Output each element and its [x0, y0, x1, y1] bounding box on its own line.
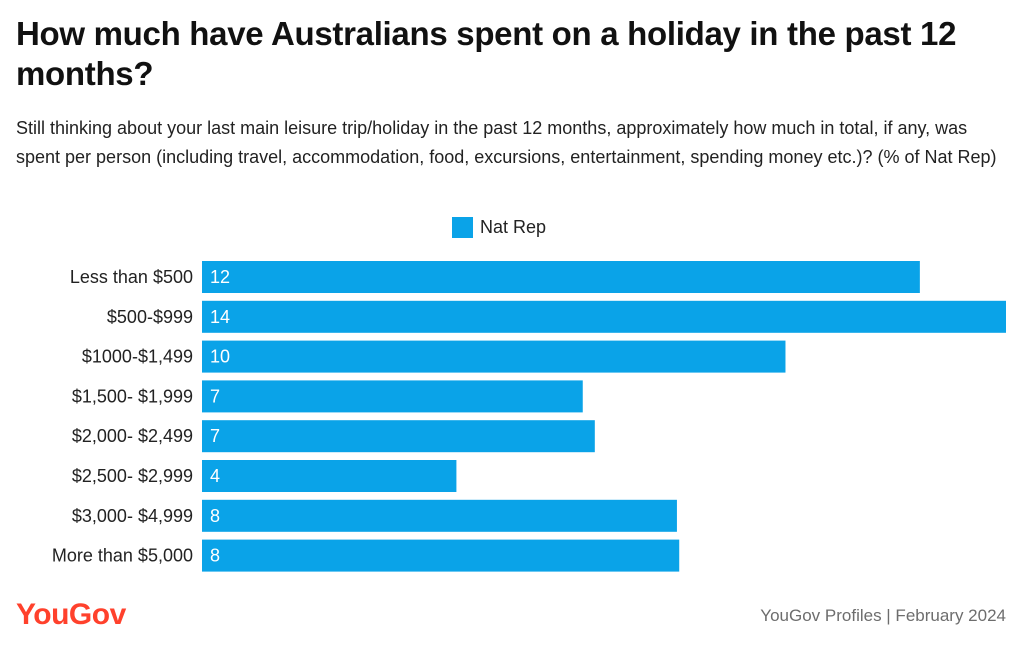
bar-chart: Less than $500 12 $500-$999 14 $1000-$1,499 1…	[52, 261, 1006, 572]
value-label-2-000-2-499: 7	[210, 426, 220, 446]
bar-3-000-4-999	[202, 499, 677, 532]
bar-2-000-2-499	[202, 420, 595, 453]
category-label-1000-1-499: $1000-$1,499	[82, 347, 193, 367]
yougov-logo: YouGov	[16, 598, 126, 631]
value-label-1-500-1-999: 7	[210, 386, 220, 406]
bar-more-than-5-000	[202, 539, 680, 572]
chart-title: How much have Australians spent on a hol…	[16, 15, 957, 92]
bar-1-500-1-999	[202, 380, 583, 413]
category-label-500-999: $500-$999	[107, 307, 193, 327]
value-label-more-than-5-000: 8	[210, 546, 220, 566]
bar-2-500-2-999	[202, 460, 457, 492]
legend: Nat Rep	[452, 214, 546, 240]
value-label-2-500-2-999: 4	[210, 466, 220, 486]
category-label-more-than-5-000: More than $5,000	[52, 546, 193, 566]
value-label-less-than-500: 12	[210, 267, 230, 287]
category-label-less-than-500: Less than $500	[70, 267, 193, 287]
value-label-3-000-4-999: 8	[210, 506, 220, 526]
value-label-1000-1-499: 10	[210, 347, 230, 367]
category-label-2-500-2-999: $2,500- $2,999	[72, 466, 193, 486]
category-label-2-000-2-499: $2,000- $2,499	[72, 426, 193, 446]
legend-swatch-nat-rep	[452, 216, 473, 238]
chart-subtitle: Still thinking about your last main leis…	[16, 118, 997, 167]
bar-less-than-500	[202, 261, 920, 293]
category-label-3-000-4-999: $3,000- $4,999	[72, 506, 193, 526]
bar-1000-1-499	[202, 340, 786, 373]
category-label-1-500-1-999: $1,500- $1,999	[72, 386, 193, 406]
value-label-500-999: 14	[210, 307, 230, 327]
legend-label-nat-rep: Nat Rep	[480, 216, 547, 237]
bar-500-999	[202, 300, 1006, 333]
source-note: YouGov Profiles | February 2024	[760, 606, 1006, 625]
